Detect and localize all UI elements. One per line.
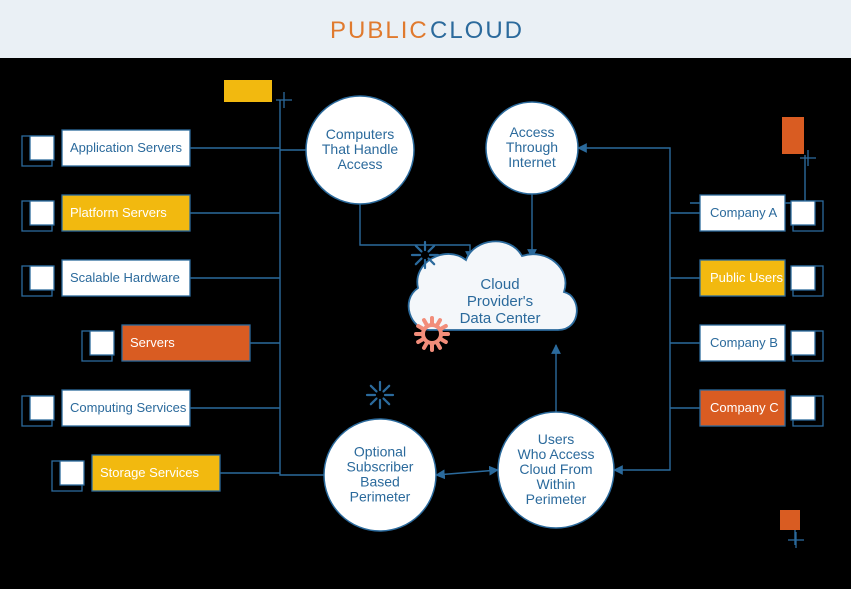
cloud-text-line: Provider's [467,293,533,310]
node-storage: Storage Services [52,455,220,491]
node-computing: Computing Services [22,390,190,426]
node-square-icon [30,396,54,420]
circle-text-line: Perimeter [526,491,587,507]
circle-text-line: Computers [326,126,394,142]
circle-text-line: Within [537,476,576,492]
node-app-servers: Application Servers [22,130,190,166]
node-square-icon [791,201,815,225]
node-label: Company C [710,400,779,415]
circle-access-internet: AccessThroughInternet [486,102,578,194]
deco-top-right-orange [782,117,804,154]
circle-text-line: Through [506,139,558,155]
circle-text-line: Based [360,474,400,490]
title-word-1: PUBLIC [330,17,429,44]
node-square-icon [791,331,815,355]
deco-bottom-right-orange [780,510,800,530]
node-square-icon [791,396,815,420]
node-company-a: Company A [700,195,823,231]
circle-optional-perimeter: OptionalSubscriberBasedPerimeter [324,419,436,531]
circle-text-line: Cloud From [519,461,592,477]
circle-computers-access: ComputersThat HandleAccess [306,96,414,204]
cloud-text-line: Data Center [460,310,541,327]
circle-text-line: Users [538,431,575,447]
title-word-2: CLOUD [430,17,524,44]
node-servers: Servers [82,325,250,361]
node-label: Storage Services [100,465,199,480]
circle-text-line: Internet [508,154,556,170]
circle-users-perimeter: UsersWho AccessCloud FromWithinPerimeter [498,412,614,528]
public-cloud-diagram: PUBLICCLOUD Application Servers Platform S… [0,0,851,589]
node-label: Computing Services [70,400,187,415]
node-square-icon [791,266,815,290]
circle-text-line: That Handle [322,141,398,157]
node-label: Application Servers [70,140,182,155]
node-platform-servers: Platform Servers [22,195,190,231]
circle-text-line: Subscriber [347,459,414,475]
node-label: Public Users [710,270,783,285]
node-public-users: Public Users [700,260,823,296]
node-label: Company A [710,205,778,220]
circle-text-line: Who Access [517,446,594,462]
cloud-text-line: Cloud [480,276,519,293]
node-square-icon [60,461,84,485]
node-square-icon [30,266,54,290]
node-scalable-hw: Scalable Hardware [22,260,190,296]
node-label: Scalable Hardware [70,270,180,285]
node-company-c: Company C [700,390,823,426]
deco-top-yellow [224,80,272,102]
node-label: Company B [710,335,778,350]
circle-text-line: Access [337,156,382,172]
node-company-b: Company B [700,325,823,361]
node-square-icon [30,201,54,225]
circle-text-line: Optional [354,444,406,460]
node-square-icon [30,136,54,160]
circle-text-line: Perimeter [350,489,411,505]
circle-text-line: Access [509,124,554,140]
node-square-icon [90,331,114,355]
node-label: Platform Servers [70,205,167,220]
node-label: Servers [130,335,175,350]
